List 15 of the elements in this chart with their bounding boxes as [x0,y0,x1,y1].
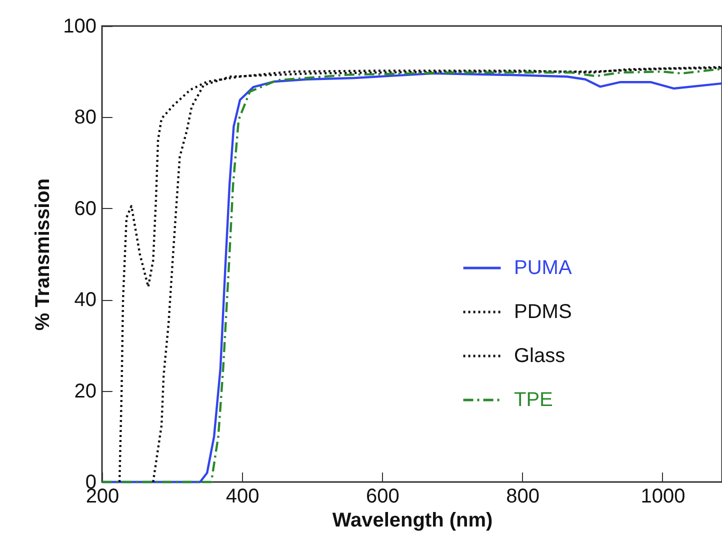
y-tick-label: 40 [74,289,96,312]
y-axis-title: % Transmission [32,178,54,331]
x-tick-label: 800 [506,486,540,508]
legend-label: PDMS [514,301,572,323]
x-tick-label: 600 [366,486,400,508]
y-tick-label: 100 [63,16,96,38]
legend-label: PUMA [514,257,572,279]
legend-label: TPE [514,389,553,411]
x-tick-label: 1000 [640,486,686,508]
y-tick-label: 20 [74,380,96,402]
legend-label: Glass [514,345,566,367]
x-axis-title: Wavelength (nm) [332,510,493,532]
y-tick-label: 80 [74,106,96,129]
y-tick-label: 60 [74,198,96,220]
x-tick-label: 400 [226,486,260,508]
